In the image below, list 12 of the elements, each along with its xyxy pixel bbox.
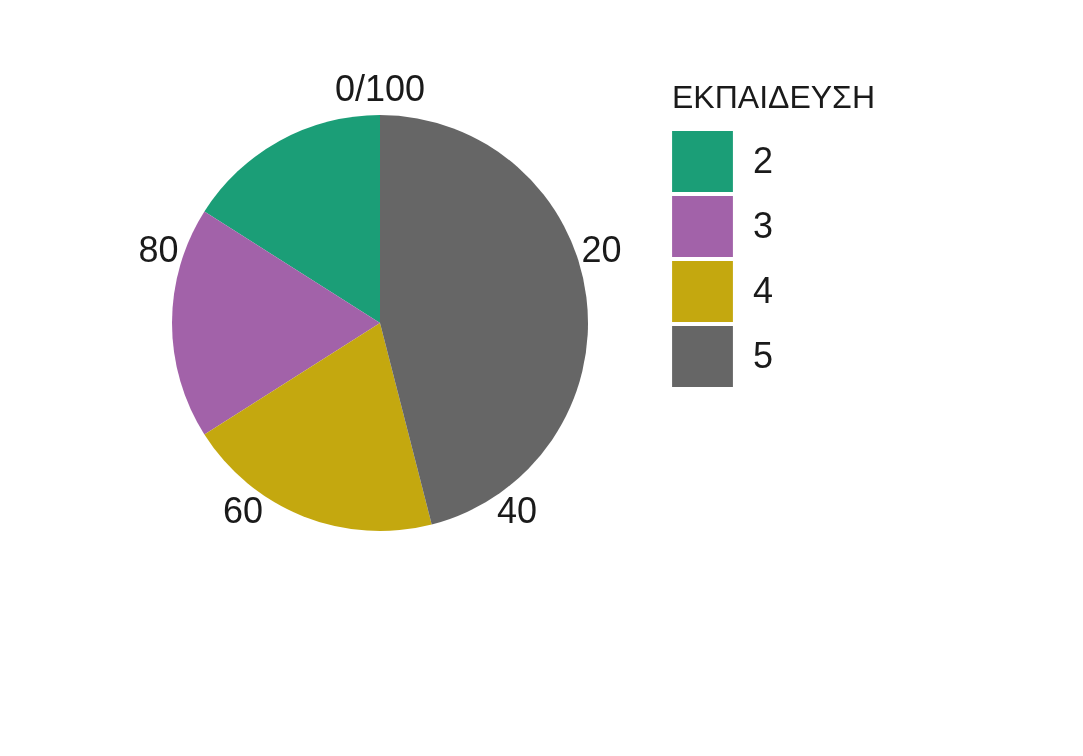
text: 80	[138, 229, 179, 270]
legend-label: 2	[753, 139, 774, 181]
legend-label: 4	[753, 269, 774, 311]
text: 0/100	[334, 68, 426, 109]
text: 40	[496, 489, 537, 531]
legend-label: 3	[753, 204, 774, 246]
text: 60	[223, 489, 264, 531]
pie-slice	[204, 323, 432, 531]
text: 20	[581, 229, 622, 270]
legend-title: ΕΚΠΑΙΔΕΥΣΗ	[672, 79, 875, 115]
pie-slice	[204, 115, 380, 323]
legend-label: 5	[753, 334, 774, 376]
